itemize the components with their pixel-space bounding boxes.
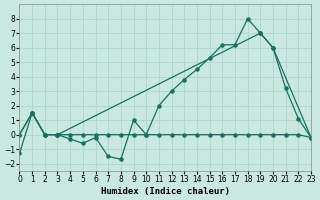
X-axis label: Humidex (Indice chaleur): Humidex (Indice chaleur): [101, 187, 230, 196]
